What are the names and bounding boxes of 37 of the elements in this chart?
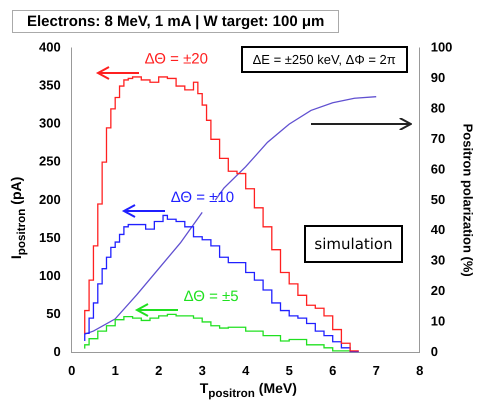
x-tick-label: 6	[329, 362, 336, 378]
y2-axis-title: Positron polarization (%)	[460, 124, 476, 277]
y-tick-label: 200	[38, 192, 61, 207]
y-tick-label: 300	[38, 116, 61, 131]
x-tick-label: 5	[286, 362, 293, 378]
y2-tick-label: 80	[430, 100, 446, 116]
y-tick-label: 100	[38, 268, 61, 283]
y2-tick-label: 70	[430, 130, 446, 146]
x-tick-label: 7	[372, 362, 380, 378]
annotation: simulation	[304, 224, 403, 263]
annotation: ΔE = ±250 keV, ΔΦ = 2π	[240, 46, 408, 73]
y-tick-label: 400	[38, 40, 61, 55]
y2-tick-label: 90	[430, 70, 446, 86]
series-label: ΔΘ = ±10	[170, 189, 234, 206]
y-tick-label: 50	[46, 306, 61, 321]
x-tick-label: 0	[68, 362, 76, 378]
series-label: ΔΘ = ±5	[184, 288, 239, 305]
y-tick-label: 350	[38, 78, 61, 93]
y-tick-label: 0	[53, 344, 61, 359]
x-tick-label: 8	[416, 362, 424, 378]
y2-tick-label: 40	[430, 222, 446, 238]
x-tick-label: 1	[112, 362, 119, 378]
y2-tick-label: 100	[430, 40, 452, 55]
y2-tick-label: 60	[430, 161, 446, 176]
x-tick-label: 3	[198, 362, 206, 378]
y2-tick-label: 50	[430, 192, 446, 207]
y-tick-label: 150	[38, 230, 61, 245]
chart-title: Electrons: 8 MeV, 1 mA | W target: 100 μm	[12, 10, 340, 33]
y2-tick-label: 0	[430, 344, 438, 359]
y-tick-label: 250	[38, 154, 61, 169]
x-tick-label: 2	[155, 362, 162, 378]
y2-tick-label: 20	[430, 283, 446, 298]
series-label: ΔΘ = ±20	[144, 50, 208, 68]
y2-tick-label: 30	[430, 252, 446, 268]
x-tick-label: 4	[242, 362, 250, 378]
x-axis-title: T$_{positron}$ (MeV)	[200, 380, 297, 400]
y2-tick-label: 10	[430, 314, 446, 329]
